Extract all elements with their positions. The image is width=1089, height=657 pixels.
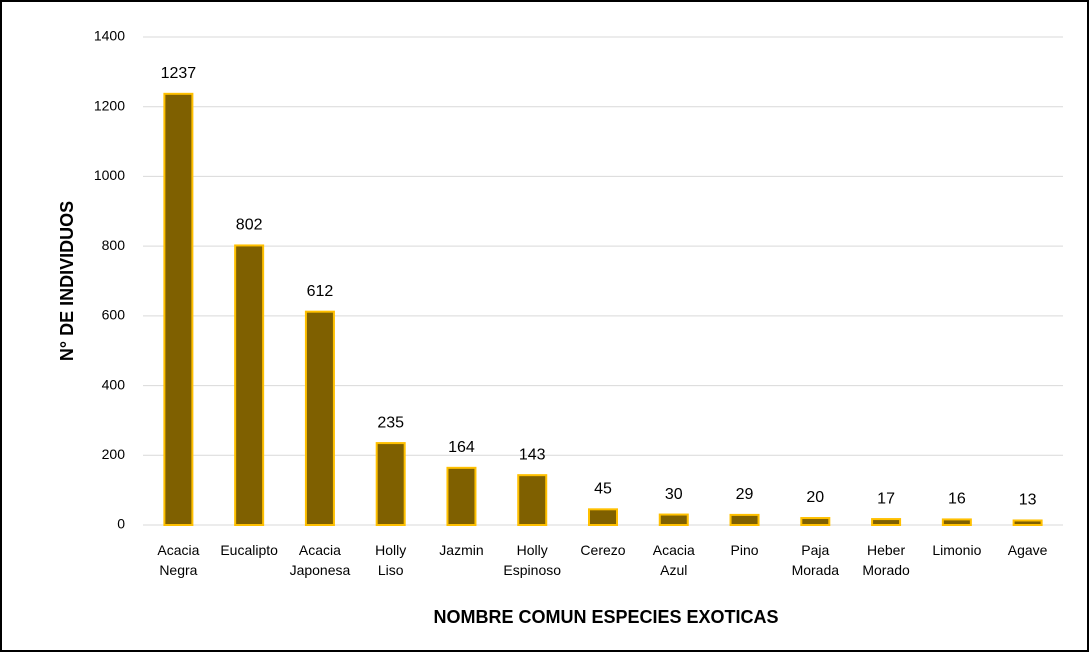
bar — [800, 517, 831, 526]
data-label: 143 — [519, 446, 546, 463]
bar — [304, 310, 335, 526]
y-tick-label: 1000 — [94, 167, 125, 183]
bar — [1012, 519, 1043, 526]
data-label: 802 — [236, 217, 263, 234]
bar — [871, 518, 902, 526]
y-tick-label: 800 — [102, 237, 126, 253]
y-tick-label: 0 — [117, 516, 125, 532]
bar — [658, 513, 689, 526]
y-tick-label: 200 — [102, 446, 126, 462]
bar — [234, 244, 265, 526]
x-tick-label: Eucalipto — [220, 542, 278, 558]
bar — [729, 513, 760, 526]
x-tick-label: Agave — [1008, 542, 1048, 558]
data-label: 30 — [665, 486, 683, 503]
x-axis-title: NOMBRE COMUN ESPECIES EXOTICAS — [433, 607, 778, 627]
data-label: 235 — [377, 414, 404, 431]
x-tick-label: Acacia Japonesa — [290, 542, 351, 578]
data-label: 29 — [736, 486, 754, 503]
data-label: 1237 — [161, 65, 197, 82]
x-tick-label: Holly Espinoso — [503, 542, 561, 578]
y-tick-label: 1200 — [94, 97, 125, 113]
y-tick-label: 600 — [102, 307, 126, 323]
x-tick-label: Cerezo — [580, 542, 625, 558]
x-tick-label: Jazmin — [439, 542, 483, 558]
data-label: 612 — [307, 283, 334, 300]
data-label: 164 — [448, 439, 475, 456]
bar — [163, 92, 194, 527]
x-tick-label: Limonio — [932, 542, 981, 558]
bar — [517, 474, 548, 527]
bar — [446, 466, 477, 527]
x-tick-label: Holly Liso — [375, 542, 406, 578]
data-label: 20 — [806, 489, 824, 506]
bar — [588, 508, 618, 527]
y-tick-label: 1400 — [94, 28, 125, 44]
data-label: 13 — [1019, 492, 1037, 509]
x-tick-label: Paja Morada — [792, 542, 840, 578]
bar — [375, 442, 406, 527]
y-tick-label: 400 — [102, 376, 126, 392]
x-tick-label: Acacia Negra — [157, 542, 199, 578]
x-tick-label: Acacia Azul — [653, 542, 695, 578]
bar — [941, 518, 972, 526]
x-tick-label: Pino — [731, 542, 759, 558]
data-label: 45 — [594, 481, 612, 498]
data-label: 16 — [948, 491, 966, 508]
x-tick-label: Heber Morado — [862, 542, 910, 578]
y-axis-title: N° DE INDIVIDUOS — [57, 201, 77, 361]
data-label: 17 — [877, 490, 895, 507]
